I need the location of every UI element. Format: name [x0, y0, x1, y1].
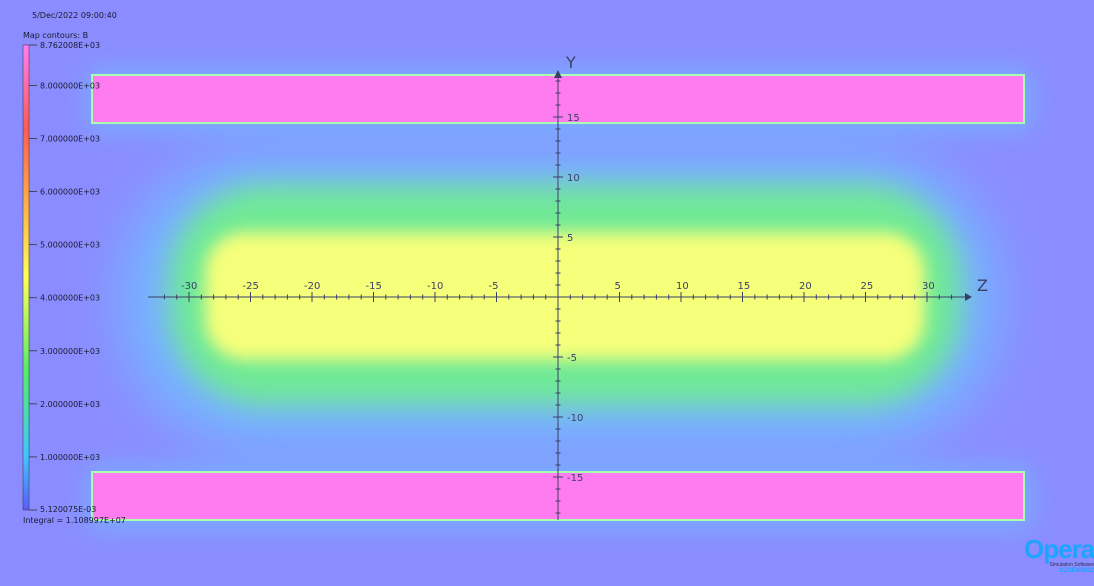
- legend-ticks: 8.000000E+03 7.000000E+03 6.000000E+03 5.00…: [29, 81, 100, 462]
- y-tick-label: 10: [567, 173, 580, 184]
- y-tick-label: 15: [567, 113, 580, 124]
- contour-title: Map contours: B: [23, 31, 88, 40]
- y-tick-label: 5: [567, 233, 573, 244]
- brand-tagline: Simulation Software: [1049, 562, 1094, 568]
- z-tick-label: -20: [304, 281, 320, 292]
- brand-company: CZSEM8032: [1059, 568, 1094, 574]
- y-tick-label: -15: [567, 473, 583, 484]
- legend-tick-label: 7.000000E+03: [40, 135, 100, 144]
- legend-tick-label: 4.000000E+03: [40, 294, 100, 303]
- legend-tick-label: 8.000000E+03: [40, 81, 100, 90]
- color-legend: 8.762008E+03 8.000000E+03 7.000000E+03 6.0…: [22, 41, 126, 525]
- z-tick-label: -15: [366, 281, 382, 292]
- legend-tick-label: 5.000000E+03: [40, 241, 100, 250]
- z-tick-label: 10: [676, 281, 689, 292]
- field-core: [205, 232, 925, 360]
- y-tick-label: -10: [567, 413, 583, 424]
- z-tick-label: 30: [922, 281, 935, 292]
- z-axis-name: Z: [977, 276, 988, 295]
- z-axis-arrow: [965, 293, 972, 301]
- legend-min-label: 5.120075E-03: [40, 505, 96, 514]
- z-tick-labels: -30 -25 -20 -15 -10 -5 5 10 15 20 25 30: [181, 281, 935, 292]
- integral-label: Integral = 1.108997E+07: [23, 516, 126, 525]
- y-tick-label: -5: [567, 353, 577, 364]
- z-tick-label: 5: [615, 281, 621, 292]
- legend-bar: [22, 44, 30, 511]
- z-tick-label: -25: [243, 281, 259, 292]
- z-tick-label: -5: [489, 281, 499, 292]
- opera-logo: Opera Simulation Software CZSEM8032: [1024, 536, 1094, 582]
- z-tick-label: -10: [427, 281, 443, 292]
- legend-tick-label: 6.000000E+03: [40, 188, 100, 197]
- brand-name: Opera: [1024, 534, 1094, 564]
- axes: [148, 70, 972, 520]
- legend-tick-label: 2.000000E+03: [40, 400, 100, 409]
- legend-tick-label: 3.000000E+03: [40, 347, 100, 356]
- z-tick-label: -30: [181, 281, 197, 292]
- timestamp: 5/Dec/2022 09:00:40: [32, 11, 117, 20]
- z-tick-label: 15: [738, 281, 751, 292]
- y-minor-ticks: [553, 80, 563, 514]
- legend-max-label: 8.762008E+03: [40, 41, 100, 50]
- z-tick-label: 20: [799, 281, 812, 292]
- y-axis-name: Y: [565, 53, 576, 72]
- y-axis-arrow: [554, 70, 562, 78]
- z-tick-label: 25: [861, 281, 874, 292]
- legend-tick-label: 1.000000E+03: [40, 453, 100, 462]
- y-tick-labels: 15 10 5 -5 -10 -15: [567, 113, 583, 484]
